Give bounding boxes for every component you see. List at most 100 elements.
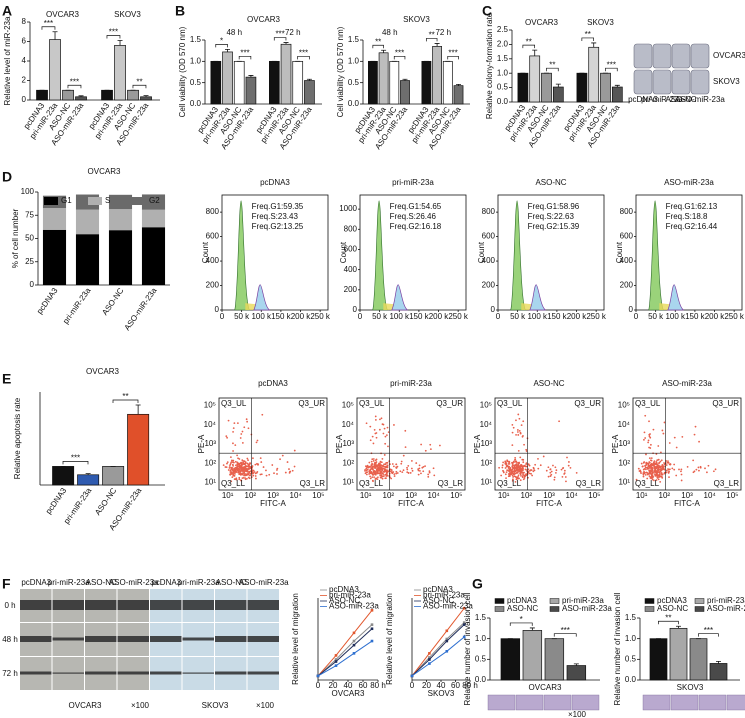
quadrant-label: Q3_UL <box>359 399 385 408</box>
bar <box>75 96 87 101</box>
y-tick-label: 10¹ <box>342 478 354 487</box>
dot <box>660 459 663 462</box>
dot <box>238 458 241 460</box>
dot <box>515 466 517 469</box>
chart-title: SKOV3 <box>403 15 430 24</box>
y-tick-label: 200 <box>482 281 496 290</box>
dot <box>508 462 511 465</box>
dot <box>392 465 395 468</box>
dot <box>675 474 678 477</box>
dot <box>386 474 389 477</box>
dot <box>534 463 537 466</box>
panel-label: F <box>2 576 11 592</box>
bar-segment <box>141 227 166 285</box>
dot <box>681 435 684 438</box>
y-tick-label: 2.0 <box>497 40 509 49</box>
scratch-gap <box>150 671 182 675</box>
dot <box>371 472 373 475</box>
dot <box>537 457 539 460</box>
dot <box>273 472 275 475</box>
dot <box>232 442 234 445</box>
dot <box>379 462 381 465</box>
dot <box>255 441 258 444</box>
s-phase <box>245 303 256 310</box>
dot <box>241 430 244 433</box>
bar <box>210 60 222 105</box>
scratch-gap <box>247 600 279 610</box>
bar <box>140 96 152 101</box>
dot <box>244 474 247 477</box>
dot <box>367 465 369 468</box>
y-tick-label: 0.0 <box>348 99 360 108</box>
dot <box>522 420 525 423</box>
bar <box>52 466 75 486</box>
bar <box>566 665 587 681</box>
dot <box>505 477 507 479</box>
dot <box>706 471 708 474</box>
dot <box>547 466 550 469</box>
dot <box>222 464 225 467</box>
dot <box>515 433 517 436</box>
dot <box>229 462 232 465</box>
dot <box>659 466 662 469</box>
dot <box>511 444 514 447</box>
y-tick-label: 25 <box>25 257 34 266</box>
dot <box>293 465 296 468</box>
legend-swatch <box>132 197 146 205</box>
scratch-gap <box>85 600 117 610</box>
dot <box>373 472 375 475</box>
legend-label: ASO-NC <box>657 604 688 613</box>
dot <box>383 463 385 466</box>
dot <box>673 436 676 439</box>
histogram-title: ASO-NC <box>535 178 566 187</box>
y-axis-label: Count <box>615 241 624 263</box>
quadrant-label: Q3_LR <box>438 479 464 488</box>
dot <box>665 471 668 474</box>
dot <box>383 427 386 430</box>
dot <box>514 470 517 473</box>
y-axis-label: Relative number of invasion cell <box>463 592 472 705</box>
frequency-label: Freq.G1:54.65 <box>390 202 442 211</box>
dot <box>231 476 234 479</box>
y-tick-label: 1.5 <box>475 613 487 622</box>
bar <box>453 85 464 105</box>
chart-title: OVCAR3 <box>88 167 121 176</box>
dot <box>409 472 412 474</box>
point <box>445 629 449 633</box>
dot <box>368 461 371 464</box>
x-tick-label: 0 <box>316 681 321 690</box>
dot <box>395 463 398 466</box>
dot <box>648 446 650 449</box>
dot <box>517 434 520 436</box>
dot <box>657 464 660 467</box>
dot <box>567 464 570 467</box>
dot <box>656 463 659 466</box>
y-tick-label: 400 <box>344 265 358 274</box>
x-tick-label: 10⁵ <box>450 491 462 500</box>
significance-bracket <box>67 84 82 89</box>
error-bar <box>532 49 538 56</box>
error-bar <box>78 95 84 97</box>
dot <box>374 415 377 418</box>
x-tick-label: 10² <box>383 491 395 500</box>
significance-label: *** <box>395 48 404 57</box>
quadrant-label: Q3_LL <box>359 479 384 488</box>
legend-label: ASO-miR-23a <box>423 602 473 611</box>
error-bar <box>591 42 597 48</box>
dot <box>279 458 281 461</box>
colony-well <box>633 43 653 69</box>
significance-label: *** <box>607 60 616 69</box>
x-tick-label: 150 k <box>685 312 706 321</box>
dot <box>368 465 371 468</box>
quadrant-label: Q3_UR <box>298 399 325 408</box>
dot <box>286 461 289 463</box>
point <box>352 643 356 647</box>
bar <box>522 630 543 681</box>
dot <box>524 465 527 468</box>
dot <box>511 423 514 426</box>
dot <box>237 462 240 465</box>
series-line <box>411 622 465 677</box>
dot <box>391 463 394 465</box>
quadrant-label: Q3_LR <box>714 479 740 488</box>
dot <box>649 443 652 446</box>
